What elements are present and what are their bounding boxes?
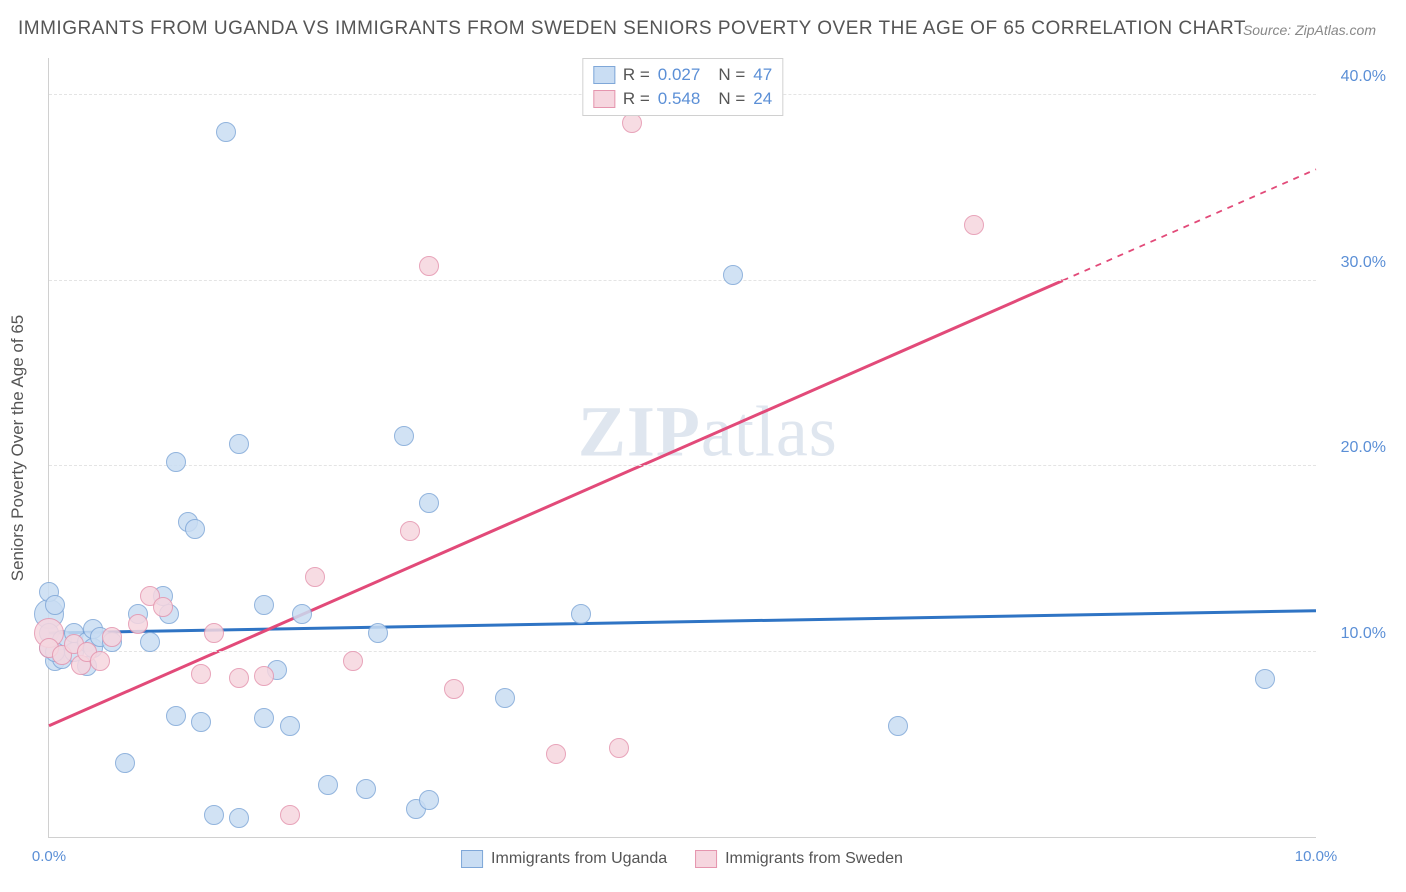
data-point	[419, 256, 439, 276]
data-point	[546, 744, 566, 764]
data-point	[216, 122, 236, 142]
data-point	[280, 716, 300, 736]
data-point	[292, 604, 312, 624]
y-tick-label: 20.0%	[1341, 439, 1386, 457]
watermark-atlas: atlas	[701, 391, 838, 471]
data-point	[305, 567, 325, 587]
gridline	[49, 465, 1316, 466]
data-point	[888, 716, 908, 736]
legend-swatch-sweden	[593, 90, 615, 108]
data-point	[444, 679, 464, 699]
chart-area: Seniors Poverty Over the Age of 65 ZIPat…	[48, 58, 1316, 838]
data-point	[45, 595, 65, 615]
legend-item-sweden: Immigrants from Sweden	[695, 850, 903, 868]
legend-r-value-uganda: 0.027	[658, 65, 701, 85]
data-point	[140, 632, 160, 652]
gridline	[49, 280, 1316, 281]
plot-region: ZIPatlas R = 0.027 N = 47 R = 0.548 N = …	[48, 58, 1316, 838]
legend-r-label: R =	[623, 65, 650, 85]
y-tick-label: 10.0%	[1341, 625, 1386, 643]
data-point	[609, 738, 629, 758]
source-label: Source: ZipAtlas.com	[1243, 22, 1376, 38]
legend-stats-row: R = 0.548 N = 24	[593, 87, 772, 111]
data-point	[343, 651, 363, 671]
x-tick-label: 0.0%	[32, 848, 66, 865]
data-point	[280, 805, 300, 825]
watermark: ZIPatlas	[578, 390, 838, 473]
legend-stats: R = 0.027 N = 47 R = 0.548 N = 24	[582, 58, 783, 116]
data-point	[571, 604, 591, 624]
gridline	[49, 651, 1316, 652]
y-tick-label: 30.0%	[1341, 254, 1386, 272]
data-point	[229, 808, 249, 828]
data-point	[254, 666, 274, 686]
x-tick-label: 10.0%	[1295, 848, 1338, 865]
legend-stats-row: R = 0.027 N = 47	[593, 63, 772, 87]
data-point	[419, 790, 439, 810]
legend-n-value-sweden: 24	[753, 89, 772, 109]
y-axis-title: Seniors Poverty Over the Age of 65	[8, 315, 28, 581]
legend-n-label: N =	[718, 65, 745, 85]
data-point	[400, 521, 420, 541]
data-point	[229, 668, 249, 688]
data-point	[191, 664, 211, 684]
legend-n-label: N =	[718, 89, 745, 109]
data-point	[166, 452, 186, 472]
legend-label-uganda: Immigrants from Uganda	[491, 850, 667, 868]
y-tick-label: 40.0%	[1341, 68, 1386, 86]
data-point	[254, 595, 274, 615]
data-point	[229, 434, 249, 454]
data-point	[153, 597, 173, 617]
data-point	[723, 265, 743, 285]
data-point	[115, 753, 135, 773]
data-point	[185, 519, 205, 539]
data-point	[90, 651, 110, 671]
data-point	[1255, 669, 1275, 689]
data-point	[394, 426, 414, 446]
data-point	[166, 706, 186, 726]
legend-swatch-uganda	[461, 850, 483, 868]
data-point	[964, 215, 984, 235]
chart-title: IMMIGRANTS FROM UGANDA VS IMMIGRANTS FRO…	[18, 18, 1246, 40]
legend-swatch-sweden	[695, 850, 717, 868]
legend-series: Immigrants from Uganda Immigrants from S…	[461, 850, 903, 868]
legend-item-uganda: Immigrants from Uganda	[461, 850, 667, 868]
data-point	[254, 708, 274, 728]
data-point	[356, 779, 376, 799]
data-point	[204, 623, 224, 643]
watermark-zip: ZIP	[578, 391, 701, 471]
data-point	[128, 614, 148, 634]
data-point	[102, 627, 122, 647]
legend-label-sweden: Immigrants from Sweden	[725, 850, 903, 868]
data-point	[368, 623, 388, 643]
data-point	[318, 775, 338, 795]
data-point	[204, 805, 224, 825]
legend-r-value-sweden: 0.548	[658, 89, 701, 109]
data-point	[191, 712, 211, 732]
legend-n-value-uganda: 47	[753, 65, 772, 85]
legend-r-label: R =	[623, 89, 650, 109]
data-point	[419, 493, 439, 513]
data-point	[495, 688, 515, 708]
legend-swatch-uganda	[593, 66, 615, 84]
